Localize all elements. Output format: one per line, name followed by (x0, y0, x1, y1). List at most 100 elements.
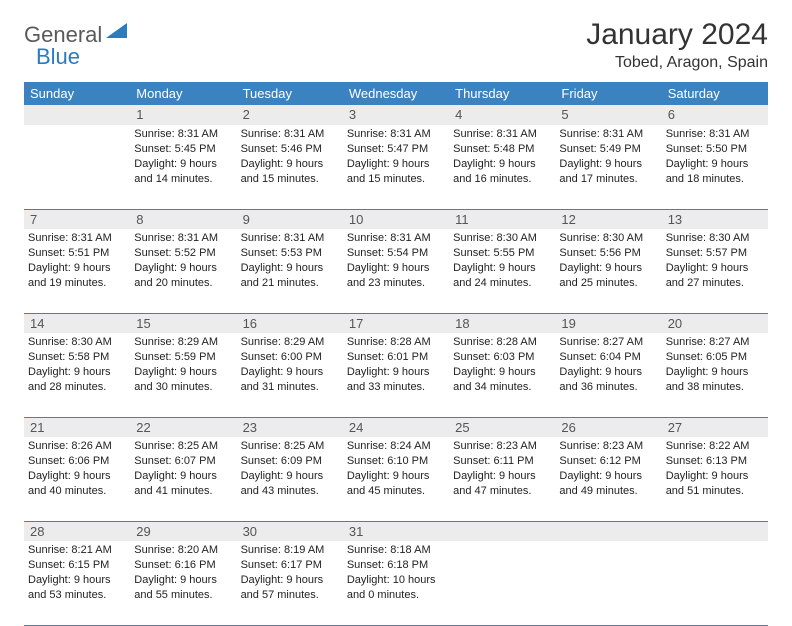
day-number-cell: 15 (130, 313, 236, 333)
day-number: 30 (237, 522, 343, 541)
day-number-cell: 20 (662, 313, 768, 333)
day-number: 18 (449, 314, 555, 333)
weekday-header: Friday (555, 82, 661, 105)
day-number-cell: 30 (237, 521, 343, 541)
day-details: Sunrise: 8:30 AMSunset: 5:57 PMDaylight:… (662, 229, 768, 294)
day-number: 25 (449, 418, 555, 437)
weekday-header: Thursday (449, 82, 555, 105)
day-number-row: 21222324252627 (24, 417, 768, 437)
day-cell: Sunrise: 8:19 AMSunset: 6:17 PMDaylight:… (237, 541, 343, 625)
day-cell: Sunrise: 8:31 AMSunset: 5:53 PMDaylight:… (237, 229, 343, 313)
day-cell: Sunrise: 8:30 AMSunset: 5:56 PMDaylight:… (555, 229, 661, 313)
day-details: Sunrise: 8:25 AMSunset: 6:07 PMDaylight:… (130, 437, 236, 502)
day-number: 11 (449, 210, 555, 229)
logo-triangle-icon (106, 21, 128, 44)
day-number-cell: 31 (343, 521, 449, 541)
day-details: Sunrise: 8:26 AMSunset: 6:06 PMDaylight:… (24, 437, 130, 502)
day-cell (449, 541, 555, 625)
day-cell: Sunrise: 8:29 AMSunset: 5:59 PMDaylight:… (130, 333, 236, 417)
day-details: Sunrise: 8:31 AMSunset: 5:54 PMDaylight:… (343, 229, 449, 294)
day-details: Sunrise: 8:21 AMSunset: 6:15 PMDaylight:… (24, 541, 130, 606)
day-details: Sunrise: 8:31 AMSunset: 5:46 PMDaylight:… (237, 125, 343, 190)
day-number: 15 (130, 314, 236, 333)
day-cell: Sunrise: 8:27 AMSunset: 6:05 PMDaylight:… (662, 333, 768, 417)
day-number-cell: 12 (555, 209, 661, 229)
day-cell (24, 125, 130, 209)
day-content-row: Sunrise: 8:26 AMSunset: 6:06 PMDaylight:… (24, 437, 768, 521)
day-details: Sunrise: 8:29 AMSunset: 6:00 PMDaylight:… (237, 333, 343, 398)
day-number-cell: 11 (449, 209, 555, 229)
calendar-table: SundayMondayTuesdayWednesdayThursdayFrid… (24, 82, 768, 626)
day-number-cell: 17 (343, 313, 449, 333)
day-number: 28 (24, 522, 130, 541)
day-number: 3 (343, 105, 449, 124)
day-cell: Sunrise: 8:31 AMSunset: 5:49 PMDaylight:… (555, 125, 661, 209)
day-number-cell: 22 (130, 417, 236, 437)
day-number-cell: 19 (555, 313, 661, 333)
day-number: 6 (662, 105, 768, 124)
day-number: 9 (237, 210, 343, 229)
day-number-cell: 14 (24, 313, 130, 333)
day-cell: Sunrise: 8:31 AMSunset: 5:45 PMDaylight:… (130, 125, 236, 209)
day-details: Sunrise: 8:25 AMSunset: 6:09 PMDaylight:… (237, 437, 343, 502)
day-cell: Sunrise: 8:22 AMSunset: 6:13 PMDaylight:… (662, 437, 768, 521)
weekday-header: Wednesday (343, 82, 449, 105)
day-number-row: 28293031 (24, 521, 768, 541)
day-details: Sunrise: 8:23 AMSunset: 6:11 PMDaylight:… (449, 437, 555, 502)
day-cell: Sunrise: 8:29 AMSunset: 6:00 PMDaylight:… (237, 333, 343, 417)
day-number: 8 (130, 210, 236, 229)
day-number: 24 (343, 418, 449, 437)
day-cell: Sunrise: 8:28 AMSunset: 6:03 PMDaylight:… (449, 333, 555, 417)
day-number-cell: 5 (555, 105, 661, 125)
header: General January 2024 Tobed, Aragon, Spai… (24, 18, 768, 72)
day-number: 17 (343, 314, 449, 333)
day-number: 12 (555, 210, 661, 229)
day-number-cell: 29 (130, 521, 236, 541)
location-text: Tobed, Aragon, Spain (586, 54, 768, 72)
day-cell: Sunrise: 8:25 AMSunset: 6:09 PMDaylight:… (237, 437, 343, 521)
day-number: 14 (24, 314, 130, 333)
day-cell: Sunrise: 8:24 AMSunset: 6:10 PMDaylight:… (343, 437, 449, 521)
day-cell (662, 541, 768, 625)
day-cell: Sunrise: 8:30 AMSunset: 5:58 PMDaylight:… (24, 333, 130, 417)
day-details: Sunrise: 8:31 AMSunset: 5:53 PMDaylight:… (237, 229, 343, 294)
day-details: Sunrise: 8:31 AMSunset: 5:52 PMDaylight:… (130, 229, 236, 294)
day-number-cell (449, 521, 555, 541)
day-details: Sunrise: 8:22 AMSunset: 6:13 PMDaylight:… (662, 437, 768, 502)
day-cell: Sunrise: 8:27 AMSunset: 6:04 PMDaylight:… (555, 333, 661, 417)
day-number-cell: 18 (449, 313, 555, 333)
day-number-cell: 28 (24, 521, 130, 541)
day-content-row: Sunrise: 8:31 AMSunset: 5:45 PMDaylight:… (24, 125, 768, 209)
day-number-cell: 9 (237, 209, 343, 229)
day-details: Sunrise: 8:31 AMSunset: 5:49 PMDaylight:… (555, 125, 661, 190)
day-number-cell: 6 (662, 105, 768, 125)
day-details: Sunrise: 8:31 AMSunset: 5:47 PMDaylight:… (343, 125, 449, 190)
day-details: Sunrise: 8:30 AMSunset: 5:55 PMDaylight:… (449, 229, 555, 294)
day-cell: Sunrise: 8:31 AMSunset: 5:46 PMDaylight:… (237, 125, 343, 209)
day-cell: Sunrise: 8:26 AMSunset: 6:06 PMDaylight:… (24, 437, 130, 521)
day-content-row: Sunrise: 8:30 AMSunset: 5:58 PMDaylight:… (24, 333, 768, 417)
day-number-cell: 4 (449, 105, 555, 125)
day-number: 21 (24, 418, 130, 437)
day-number: 27 (662, 418, 768, 437)
day-number-row: 123456 (24, 105, 768, 125)
day-number: 26 (555, 418, 661, 437)
day-details: Sunrise: 8:19 AMSunset: 6:17 PMDaylight:… (237, 541, 343, 606)
day-number-cell: 13 (662, 209, 768, 229)
day-cell: Sunrise: 8:25 AMSunset: 6:07 PMDaylight:… (130, 437, 236, 521)
day-number: 10 (343, 210, 449, 229)
day-cell: Sunrise: 8:18 AMSunset: 6:18 PMDaylight:… (343, 541, 449, 625)
day-details: Sunrise: 8:30 AMSunset: 5:58 PMDaylight:… (24, 333, 130, 398)
day-number: 23 (237, 418, 343, 437)
day-details: Sunrise: 8:30 AMSunset: 5:56 PMDaylight:… (555, 229, 661, 294)
day-number-cell: 8 (130, 209, 236, 229)
day-number: 31 (343, 522, 449, 541)
day-details: Sunrise: 8:28 AMSunset: 6:03 PMDaylight:… (449, 333, 555, 398)
logo-text-blue: Blue (36, 44, 80, 70)
day-number-cell: 23 (237, 417, 343, 437)
day-number: 20 (662, 314, 768, 333)
day-number: 19 (555, 314, 661, 333)
day-cell: Sunrise: 8:20 AMSunset: 6:16 PMDaylight:… (130, 541, 236, 625)
day-details: Sunrise: 8:24 AMSunset: 6:10 PMDaylight:… (343, 437, 449, 502)
day-cell: Sunrise: 8:21 AMSunset: 6:15 PMDaylight:… (24, 541, 130, 625)
